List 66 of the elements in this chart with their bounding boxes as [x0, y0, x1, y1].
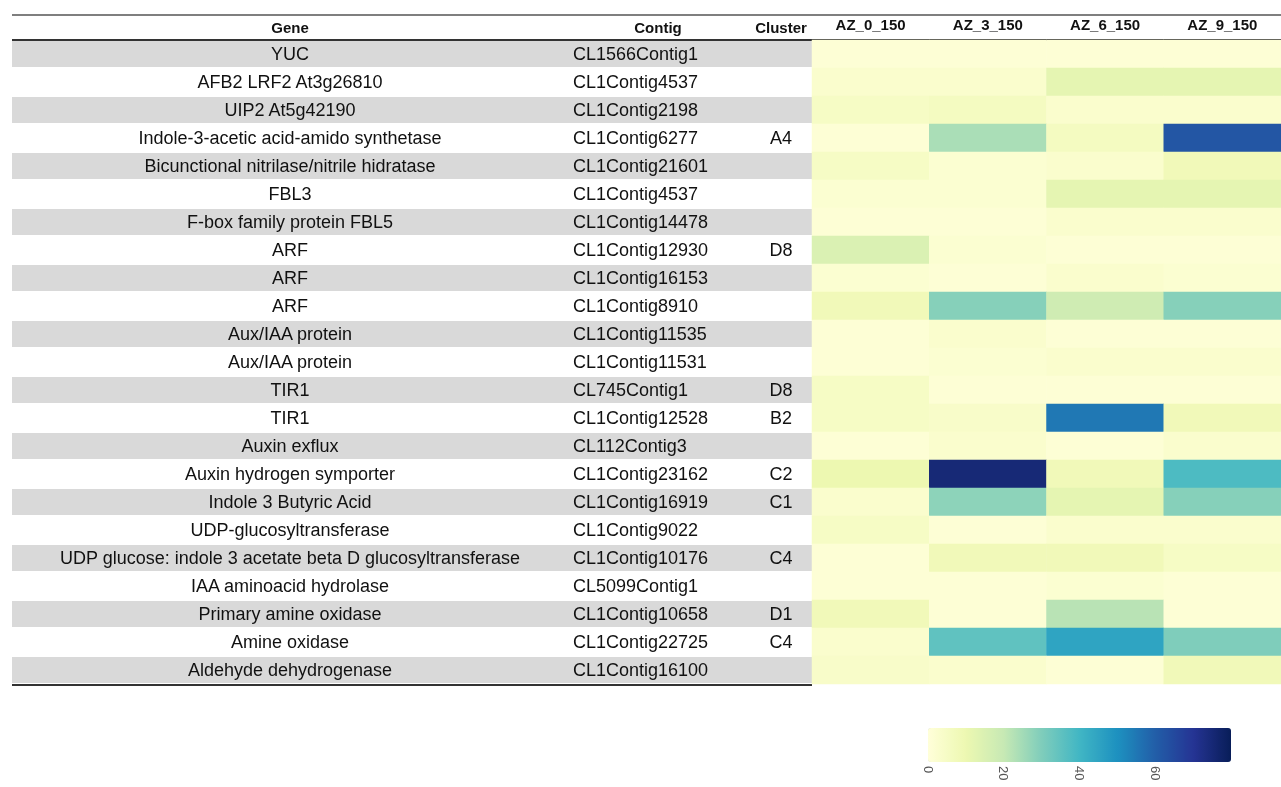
text: Aldehyde dehydrogenase: [187, 660, 393, 680]
text: Amine oxidase: [230, 632, 350, 652]
color-bar-label: 20: [996, 766, 1012, 781]
x-tick-label: AZ_6_150: [1070, 16, 1141, 33]
text: Indole 3 Butyric Acid: [208, 492, 372, 512]
text: UIP2 At5g42190: [224, 100, 356, 120]
y-tick-label: CL1Contig22725: [573, 632, 709, 652]
text: ARF: [272, 240, 308, 260]
y-tick-label: CL1Contig16919: [573, 492, 709, 512]
y2-tick-label: B2: [769, 408, 793, 428]
y-tick-label: CL1Contig8910: [573, 296, 699, 316]
text: UDP-glucosyltransferase: [190, 520, 390, 540]
y2-tick-label: A4: [769, 128, 793, 148]
text: Gene: [271, 18, 309, 36]
color-bar-label: 40: [1072, 766, 1087, 781]
y2-tick-label: C4: [769, 632, 793, 652]
y-tick-label: CL112Contig3: [573, 436, 687, 456]
y-tick-label: CL1Contig11531: [573, 352, 707, 372]
text: ARF: [272, 268, 308, 288]
y-tick-label: CL1Contig12930: [573, 240, 709, 260]
y-tick-label: CL1Contig21601: [573, 156, 709, 176]
y2-tick-label: D1: [769, 604, 793, 624]
y-tick-label: CL5099Contig1: [573, 576, 699, 596]
text: UDP glucose: indole 3 acetate beta D glucosyltransferase: [60, 548, 520, 568]
text: TIR1: [270, 380, 310, 400]
y-tick-label: CL1Contig4537: [573, 72, 699, 92]
x-tick-label: AZ_9_150: [1187, 16, 1258, 33]
y2-axis-title: Cluster: [755, 18, 807, 36]
y-tick-label: CL1Contig11535: [573, 324, 707, 344]
text: IAA aminoacid hydrolase: [190, 576, 390, 596]
y-tick-label: CL1Contig10658: [573, 604, 709, 624]
y-tick-label: CL1Contig10176: [573, 548, 709, 568]
text: ARF: [272, 296, 308, 316]
text: Auxin hydrogen symporter: [184, 464, 396, 484]
y-tick-label: CL1Contig14478: [573, 212, 709, 232]
text: Aux/IAA protein: [227, 352, 353, 372]
y-tick-label: CL1566Contig1: [573, 44, 699, 64]
x-tick-label: AZ_0_150: [835, 16, 906, 33]
text: F-box family protein FBL5: [186, 212, 394, 232]
y-tick-label: CL1Contig9022: [573, 520, 699, 540]
text: AFB2 LRF2 At3g26810: [197, 72, 383, 92]
y2-tick-label: D8: [769, 380, 793, 400]
text: Indole-3-acetic acid-amido synthetase: [138, 128, 442, 148]
y2-tick-label: D8: [769, 240, 793, 260]
y-tick-label: CL1Contig2198: [573, 100, 699, 120]
y2-tick-label: C2: [769, 464, 793, 484]
text: Aux/IAA protein: [227, 324, 353, 344]
text: Primary amine oxidase: [198, 604, 382, 624]
y-tick-label: CL1Contig4537: [573, 184, 699, 204]
y-tick-label: CL1Contig16100: [573, 660, 709, 680]
y-axis-title: Contig: [634, 18, 682, 36]
y-tick-label: CL745Contig1: [573, 380, 689, 400]
text: FBL3: [268, 184, 312, 204]
y2-tick-label: C1: [769, 492, 793, 512]
color-bar-label: 0: [920, 766, 936, 774]
text: YUC: [270, 44, 310, 64]
y-tick-label: CL1Contig12528: [573, 408, 709, 428]
x-tick-label: AZ_3_150: [952, 16, 1023, 33]
text: Bicunctional nitrilase/nitrile hidratase: [144, 156, 436, 176]
y-tick-label: CL1Contig6277: [573, 128, 699, 148]
text: TIR1: [270, 408, 310, 428]
y-tick-label: CL1Contig16153: [573, 268, 709, 288]
color-bar-label: 60: [1147, 766, 1163, 781]
y2-tick-label: C4: [769, 548, 793, 568]
y-tick-label: CL1Contig23162: [573, 464, 709, 484]
text: Auxin exflux: [241, 436, 339, 456]
